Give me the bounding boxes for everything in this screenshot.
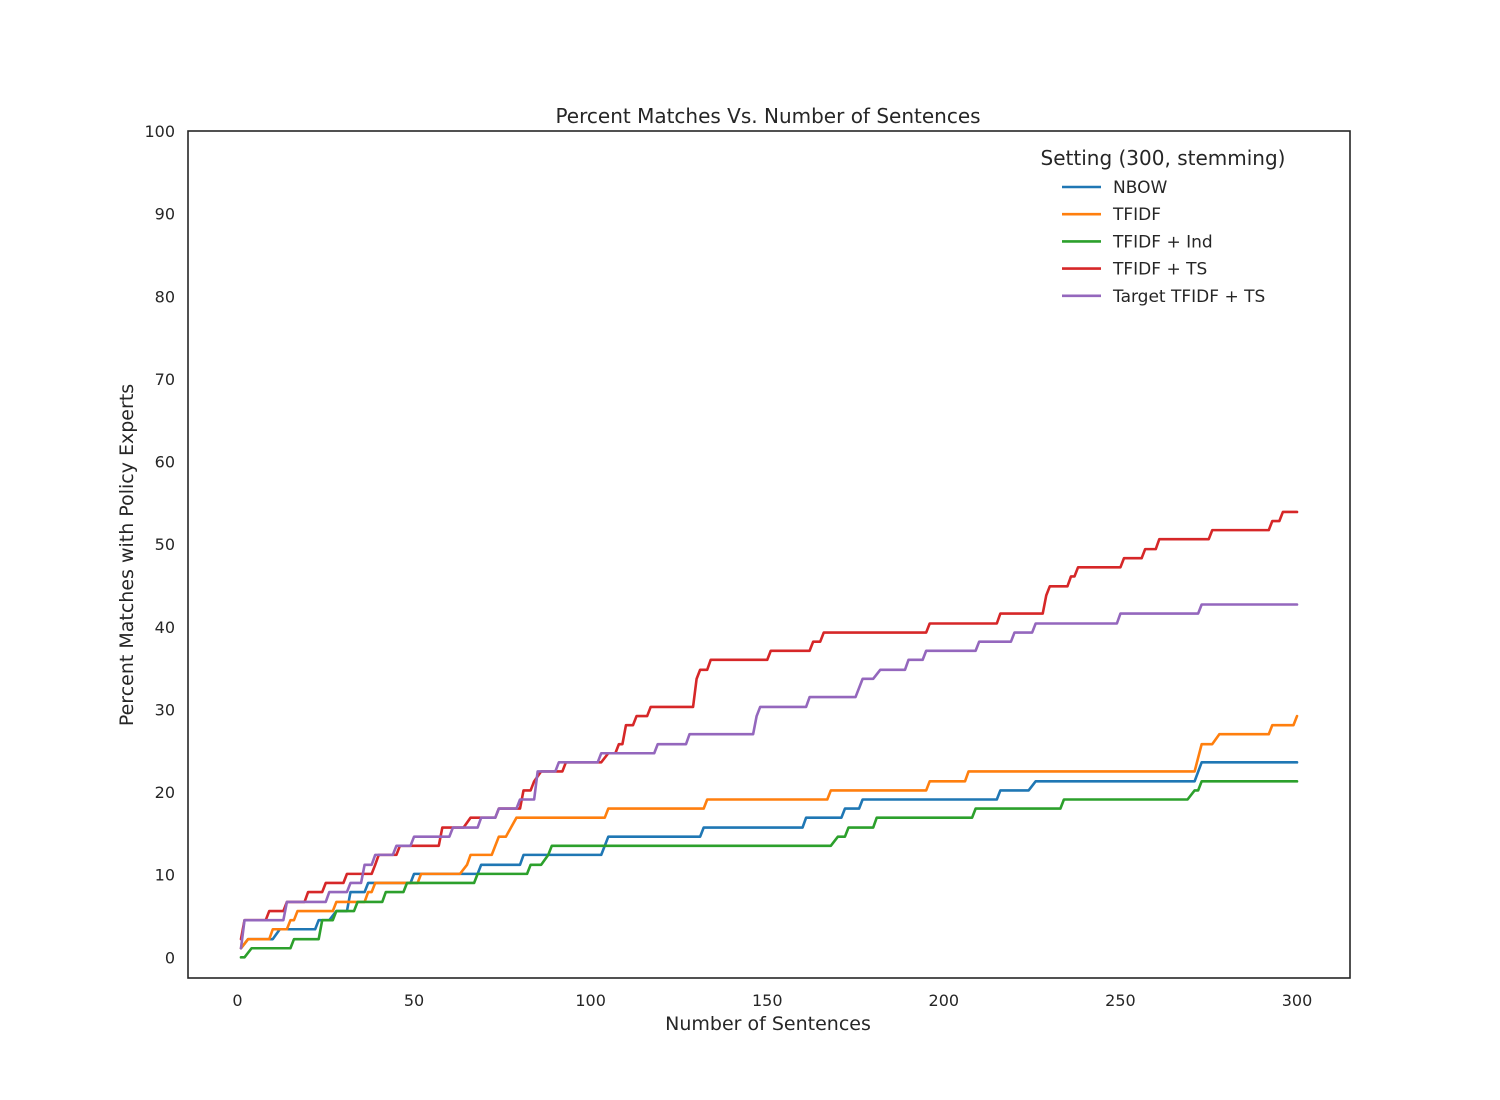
plot-frame (187, 130, 1351, 979)
y-axis-ticks: 0 10 20 30 40 50 60 70 80 90 100 (144, 122, 175, 967)
x-axis-title: Number of Sentences (665, 1013, 871, 1035)
x-tick-label: 50 (404, 991, 424, 1010)
x-tick-label: 300 (1282, 991, 1313, 1010)
y-tick-label: 90 (155, 205, 175, 224)
legend-label-tfidf-ts: TFIDF + TS (1112, 260, 1207, 280)
series-line-tfidf-ind (239, 780, 1299, 959)
x-tick-label: 100 (575, 991, 606, 1010)
y-tick-label: 30 (155, 700, 175, 719)
y-tick-label: 50 (155, 535, 175, 554)
y-tick-label: 70 (155, 370, 175, 389)
y-tick-label: 80 (155, 287, 175, 306)
y-tick-label: 60 (155, 453, 175, 472)
x-tick-label: 200 (929, 991, 960, 1010)
series-lines (239, 510, 1299, 959)
legend-label-tfidf-ind: TFIDF + Ind (1112, 232, 1213, 252)
y-tick-label: 20 (155, 783, 175, 802)
y-tick-label: 10 (155, 866, 175, 885)
chart-title: Percent Matches Vs. Number of Sentences (555, 104, 980, 128)
series-line-nbow (239, 761, 1299, 950)
y-tick-label: 40 (155, 618, 175, 637)
x-tick-label: 0 (232, 991, 242, 1010)
legend-label-tfidf: TFIDF (1112, 205, 1161, 225)
legend: Setting (300, stemming) NBOW TFIDF TFIDF +… (1041, 146, 1286, 307)
series-line-tfidf (239, 714, 1299, 950)
series-line-target-tfidf-ts (239, 603, 1299, 950)
y-axis-title: Percent Matches with Policy Experts (116, 384, 138, 726)
legend-items: NBOW TFIDF TFIDF + Ind TFIDF + TS Target TFI… (1062, 178, 1265, 307)
series-line-tfidf-ts (239, 510, 1299, 941)
x-tick-label: 150 (752, 991, 783, 1010)
y-tick-label: 100 (144, 122, 175, 141)
legend-label-target-tfidf-ts: Target TFIDF + TS (1112, 287, 1265, 307)
legend-label-nbow: NBOW (1113, 178, 1167, 198)
x-tick-label: 250 (1105, 991, 1136, 1010)
y-tick-label: 0 (165, 948, 175, 967)
legend-title: Setting (300, stemming) (1041, 146, 1286, 170)
x-axis-ticks: 0 50 100 150 200 250 300 (232, 991, 1312, 1010)
